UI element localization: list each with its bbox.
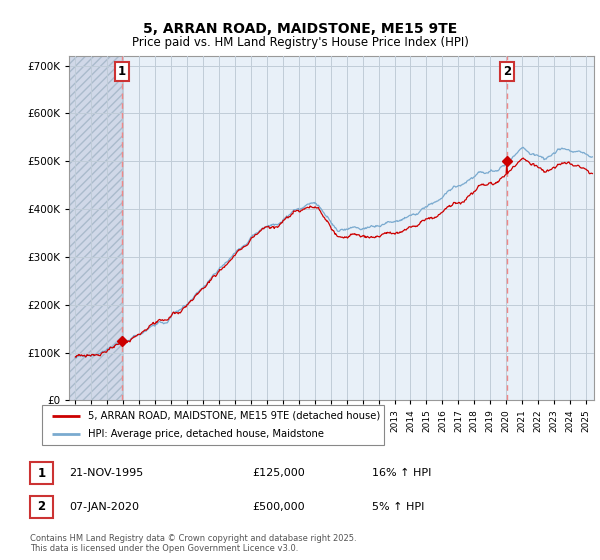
Text: £500,000: £500,000	[252, 502, 305, 512]
Text: Contains HM Land Registry data © Crown copyright and database right 2025.
This d: Contains HM Land Registry data © Crown c…	[30, 534, 356, 553]
Text: 16% ↑ HPI: 16% ↑ HPI	[372, 468, 431, 478]
Text: 2: 2	[503, 64, 511, 78]
Text: 5, ARRAN ROAD, MAIDSTONE, ME15 9TE (detached house): 5, ARRAN ROAD, MAIDSTONE, ME15 9TE (deta…	[88, 411, 380, 421]
5, ARRAN ROAD, MAIDSTONE, ME15 9TE (detached house)	[402, 226, 409, 233]
Text: 5, ARRAN ROAD, MAIDSTONE, ME15 9TE: 5, ARRAN ROAD, MAIDSTONE, ME15 9TE	[143, 22, 457, 36]
Line: 5, ARRAN ROAD, MAIDSTONE, ME15 9TE (detached house): 5, ARRAN ROAD, MAIDSTONE, ME15 9TE (deta…	[76, 158, 592, 357]
5, ARRAN ROAD, MAIDSTONE, ME15 9TE (detached house)	[304, 204, 311, 211]
Text: 2: 2	[37, 500, 46, 514]
Text: Price paid vs. HM Land Registry's House Price Index (HPI): Price paid vs. HM Land Registry's House …	[131, 36, 469, 49]
HPI: Average price, detached house, Maidstone: (1.99e+03, 8.84e+04): Average price, detached house, Maidstone…	[73, 354, 80, 361]
Text: 1: 1	[118, 64, 126, 78]
Text: 21-NOV-1995: 21-NOV-1995	[69, 468, 143, 478]
HPI: Average price, detached house, Maidstone: (2.01e+03, 3.82e+05): Average price, detached house, Maidstone…	[402, 214, 409, 221]
5, ARRAN ROAD, MAIDSTONE, ME15 9TE (detached house)	[244, 242, 251, 249]
HPI: Average price, detached house, Maidstone: (2e+03, 1.83e+05): Average price, detached house, Maidstone…	[171, 309, 178, 316]
Text: £125,000: £125,000	[252, 468, 305, 478]
Bar	[69, 56, 122, 400]
Text: 5% ↑ HPI: 5% ↑ HPI	[372, 502, 424, 512]
5, ARRAN ROAD, MAIDSTONE, ME15 9TE (detached house)	[72, 353, 79, 360]
Text: 1: 1	[37, 466, 46, 480]
5, ARRAN ROAD, MAIDSTONE, ME15 9TE (detached house)	[520, 155, 527, 161]
HPI: Average price, detached house, Maidstone: (2.01e+03, 3.64e+05): Average price, detached house, Maidstone…	[375, 223, 382, 230]
HPI: Average price, detached house, Maidstone: (2e+03, 3.28e+05): Average price, detached house, Maidstone…	[244, 240, 251, 246]
HPI: Average price, detached house, Maidstone: (2.02e+03, 4.75e+05): Average price, detached house, Maidstone…	[482, 170, 489, 177]
5, ARRAN ROAD, MAIDSTONE, ME15 9TE (detached house)	[589, 170, 596, 177]
Text: HPI: Average price, detached house, Maidstone: HPI: Average price, detached house, Maid…	[88, 430, 324, 439]
HPI: Average price, detached house, Maidstone: (2.02e+03, 5.29e+05): Average price, detached house, Maidstone…	[520, 144, 527, 151]
5, ARRAN ROAD, MAIDSTONE, ME15 9TE (detached house)	[375, 234, 382, 240]
Line: HPI: Average price, detached house, Maidstone: HPI: Average price, detached house, Maid…	[76, 147, 592, 358]
HPI: Average price, detached house, Maidstone: (1.99e+03, 8.85e+04): Average price, detached house, Maidstone…	[72, 354, 79, 361]
HPI: Average price, detached house, Maidstone: (2.01e+03, 4.1e+05): Average price, detached house, Maidstone…	[304, 201, 311, 208]
HPI: Average price, detached house, Maidstone: (2.03e+03, 5.09e+05): Average price, detached house, Maidstone…	[589, 153, 596, 160]
5, ARRAN ROAD, MAIDSTONE, ME15 9TE (detached house)	[171, 310, 178, 317]
5, ARRAN ROAD, MAIDSTONE, ME15 9TE (detached house)	[482, 182, 489, 189]
Text: 07-JAN-2020: 07-JAN-2020	[69, 502, 139, 512]
5, ARRAN ROAD, MAIDSTONE, ME15 9TE (detached house)	[73, 354, 80, 361]
